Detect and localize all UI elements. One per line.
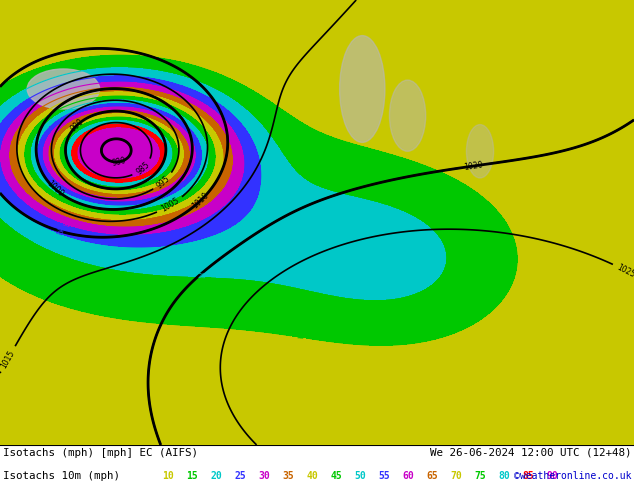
Ellipse shape bbox=[27, 69, 100, 109]
Text: 50: 50 bbox=[354, 471, 366, 481]
Text: 15: 15 bbox=[186, 471, 198, 481]
Text: 90: 90 bbox=[546, 471, 558, 481]
Text: 20: 20 bbox=[197, 273, 206, 280]
Text: 1015: 1015 bbox=[0, 348, 16, 369]
Text: 30: 30 bbox=[258, 471, 270, 481]
Ellipse shape bbox=[467, 124, 494, 178]
Text: 990: 990 bbox=[69, 117, 86, 133]
Text: 15: 15 bbox=[295, 334, 305, 341]
Text: 1005: 1005 bbox=[159, 196, 181, 214]
Text: 65: 65 bbox=[426, 471, 438, 481]
Text: 25: 25 bbox=[54, 229, 64, 238]
Text: 985: 985 bbox=[134, 160, 151, 176]
Text: Isotachs 10m (mph): Isotachs 10m (mph) bbox=[3, 471, 120, 481]
Text: 85: 85 bbox=[522, 471, 534, 481]
Text: 1010: 1010 bbox=[190, 191, 210, 211]
Text: 70: 70 bbox=[450, 471, 462, 481]
Ellipse shape bbox=[340, 36, 385, 143]
Text: 35: 35 bbox=[282, 471, 294, 481]
Text: 980: 980 bbox=[111, 156, 127, 168]
Text: 55: 55 bbox=[378, 471, 390, 481]
Text: We 26-06-2024 12:00 UTC (12+48): We 26-06-2024 12:00 UTC (12+48) bbox=[429, 448, 631, 458]
Text: 80: 80 bbox=[498, 471, 510, 481]
Text: 30: 30 bbox=[61, 220, 71, 228]
Ellipse shape bbox=[389, 80, 425, 151]
Text: ©weatheronline.co.uk: ©weatheronline.co.uk bbox=[514, 471, 631, 481]
Text: 20: 20 bbox=[210, 471, 222, 481]
Text: 40: 40 bbox=[306, 471, 318, 481]
Text: 10: 10 bbox=[162, 471, 174, 481]
Text: 995: 995 bbox=[155, 173, 172, 190]
Text: 1000: 1000 bbox=[44, 178, 65, 198]
Text: 45: 45 bbox=[330, 471, 342, 481]
Text: Isotachs (mph) [mph] EC (AIFS): Isotachs (mph) [mph] EC (AIFS) bbox=[3, 448, 198, 458]
Text: 60: 60 bbox=[402, 471, 414, 481]
Text: 1025: 1025 bbox=[616, 263, 634, 279]
Text: 1020: 1020 bbox=[463, 160, 484, 172]
Text: 75: 75 bbox=[474, 471, 486, 481]
Text: 25: 25 bbox=[234, 471, 246, 481]
